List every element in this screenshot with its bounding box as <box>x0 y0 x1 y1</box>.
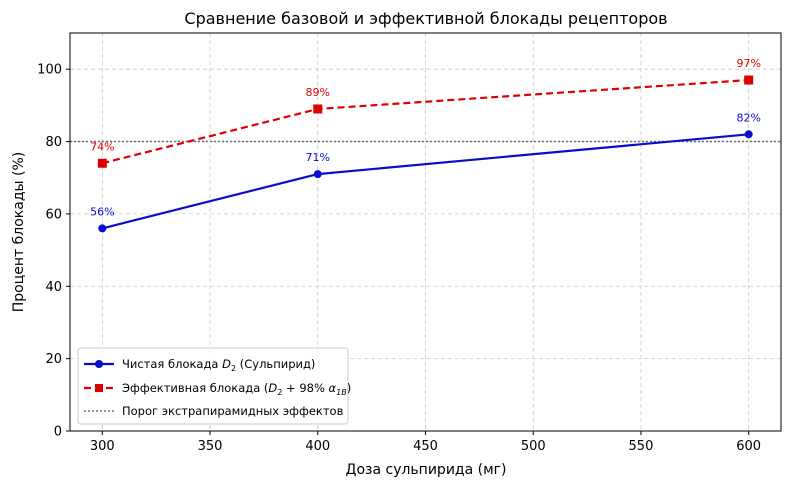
legend-math-sub: 1B <box>336 388 347 397</box>
x-tick-label: 500 <box>521 439 546 454</box>
data-label-effective-blockade: 89% <box>306 86 330 99</box>
ticks: 300 350 400 450 500 550 600 0 20 40 60 80 100 <box>37 63 761 454</box>
legend-math-sub: 2 <box>231 364 236 373</box>
legend-label-effective-blockade: Эффективная блокада (D2 + 98% α1B) <box>122 381 351 397</box>
legend-label-threshold: Порог экстрапирамидных эффектов <box>122 404 344 418</box>
data-point-effective-blockade <box>97 158 107 168</box>
x-tick-label: 400 <box>305 439 330 454</box>
data-label-effective-blockade: 97% <box>736 57 760 70</box>
chart-title: Сравнение базовой и эффективной блокады … <box>184 9 667 28</box>
data-point-effective-blockade <box>313 104 323 114</box>
y-tick-label: 20 <box>45 352 62 367</box>
y-tick-label: 100 <box>37 63 62 78</box>
legend-math-alpha: α <box>329 381 337 395</box>
x-axis-label: Доза сульпирида (мг) <box>346 462 507 478</box>
x-tick-label: 550 <box>629 439 654 454</box>
legend-label-pure-blockade: Чистая блокада D2 (Сульпирид) <box>122 357 315 373</box>
grid <box>70 33 781 432</box>
y-tick-label: 80 <box>45 135 62 150</box>
data-label-pure-blockade: 82% <box>736 111 760 124</box>
data-point-effective-blockade <box>744 75 754 85</box>
legend-text-part: ) <box>347 381 352 395</box>
data-point-pure-blockade <box>98 224 107 233</box>
legend-text-part: Эффективная блокада ( <box>122 381 268 395</box>
data-label-pure-blockade: 56% <box>90 205 114 218</box>
y-axis-label: Процент блокады (%) <box>11 152 27 312</box>
data-point-pure-blockade <box>744 130 753 139</box>
legend: Чистая блокада D2 (Сульпирид) Эффективна… <box>77 347 351 425</box>
data-point-pure-blockade <box>313 170 322 179</box>
legend-math-sub: 2 <box>277 388 282 397</box>
legend-marker-blue <box>95 360 103 368</box>
x-tick-label: 350 <box>198 439 223 454</box>
data-label-pure-blockade: 71% <box>306 151 330 164</box>
legend-text-part: Чистая блокада <box>122 357 222 371</box>
series-group: 56% 71% 82% 74% 89% 97% <box>90 57 761 233</box>
x-tick-label: 300 <box>90 439 115 454</box>
y-tick-label: 60 <box>45 207 62 222</box>
y-tick-label: 40 <box>45 280 62 295</box>
legend-math-d: D <box>222 357 231 371</box>
y-tick-label: 0 <box>54 425 62 440</box>
legend-math-d: D <box>268 381 277 395</box>
legend-text-part: + 98% <box>282 381 328 395</box>
legend-box <box>77 347 349 425</box>
legend-entry-effective-blockade: Эффективная блокада (D2 + 98% α1B) <box>84 381 351 397</box>
legend-entry-threshold: Порог экстрапирамидных эффектов <box>84 404 344 418</box>
x-tick-label: 450 <box>413 439 438 454</box>
legend-marker-red <box>95 384 103 392</box>
legend-entry-pure-blockade: Чистая блокада D2 (Сульпирид) <box>84 357 315 373</box>
data-label-effective-blockade: 74% <box>90 140 114 153</box>
legend-text-part: (Сульпирид) <box>236 357 315 371</box>
x-tick-label: 600 <box>736 439 761 454</box>
